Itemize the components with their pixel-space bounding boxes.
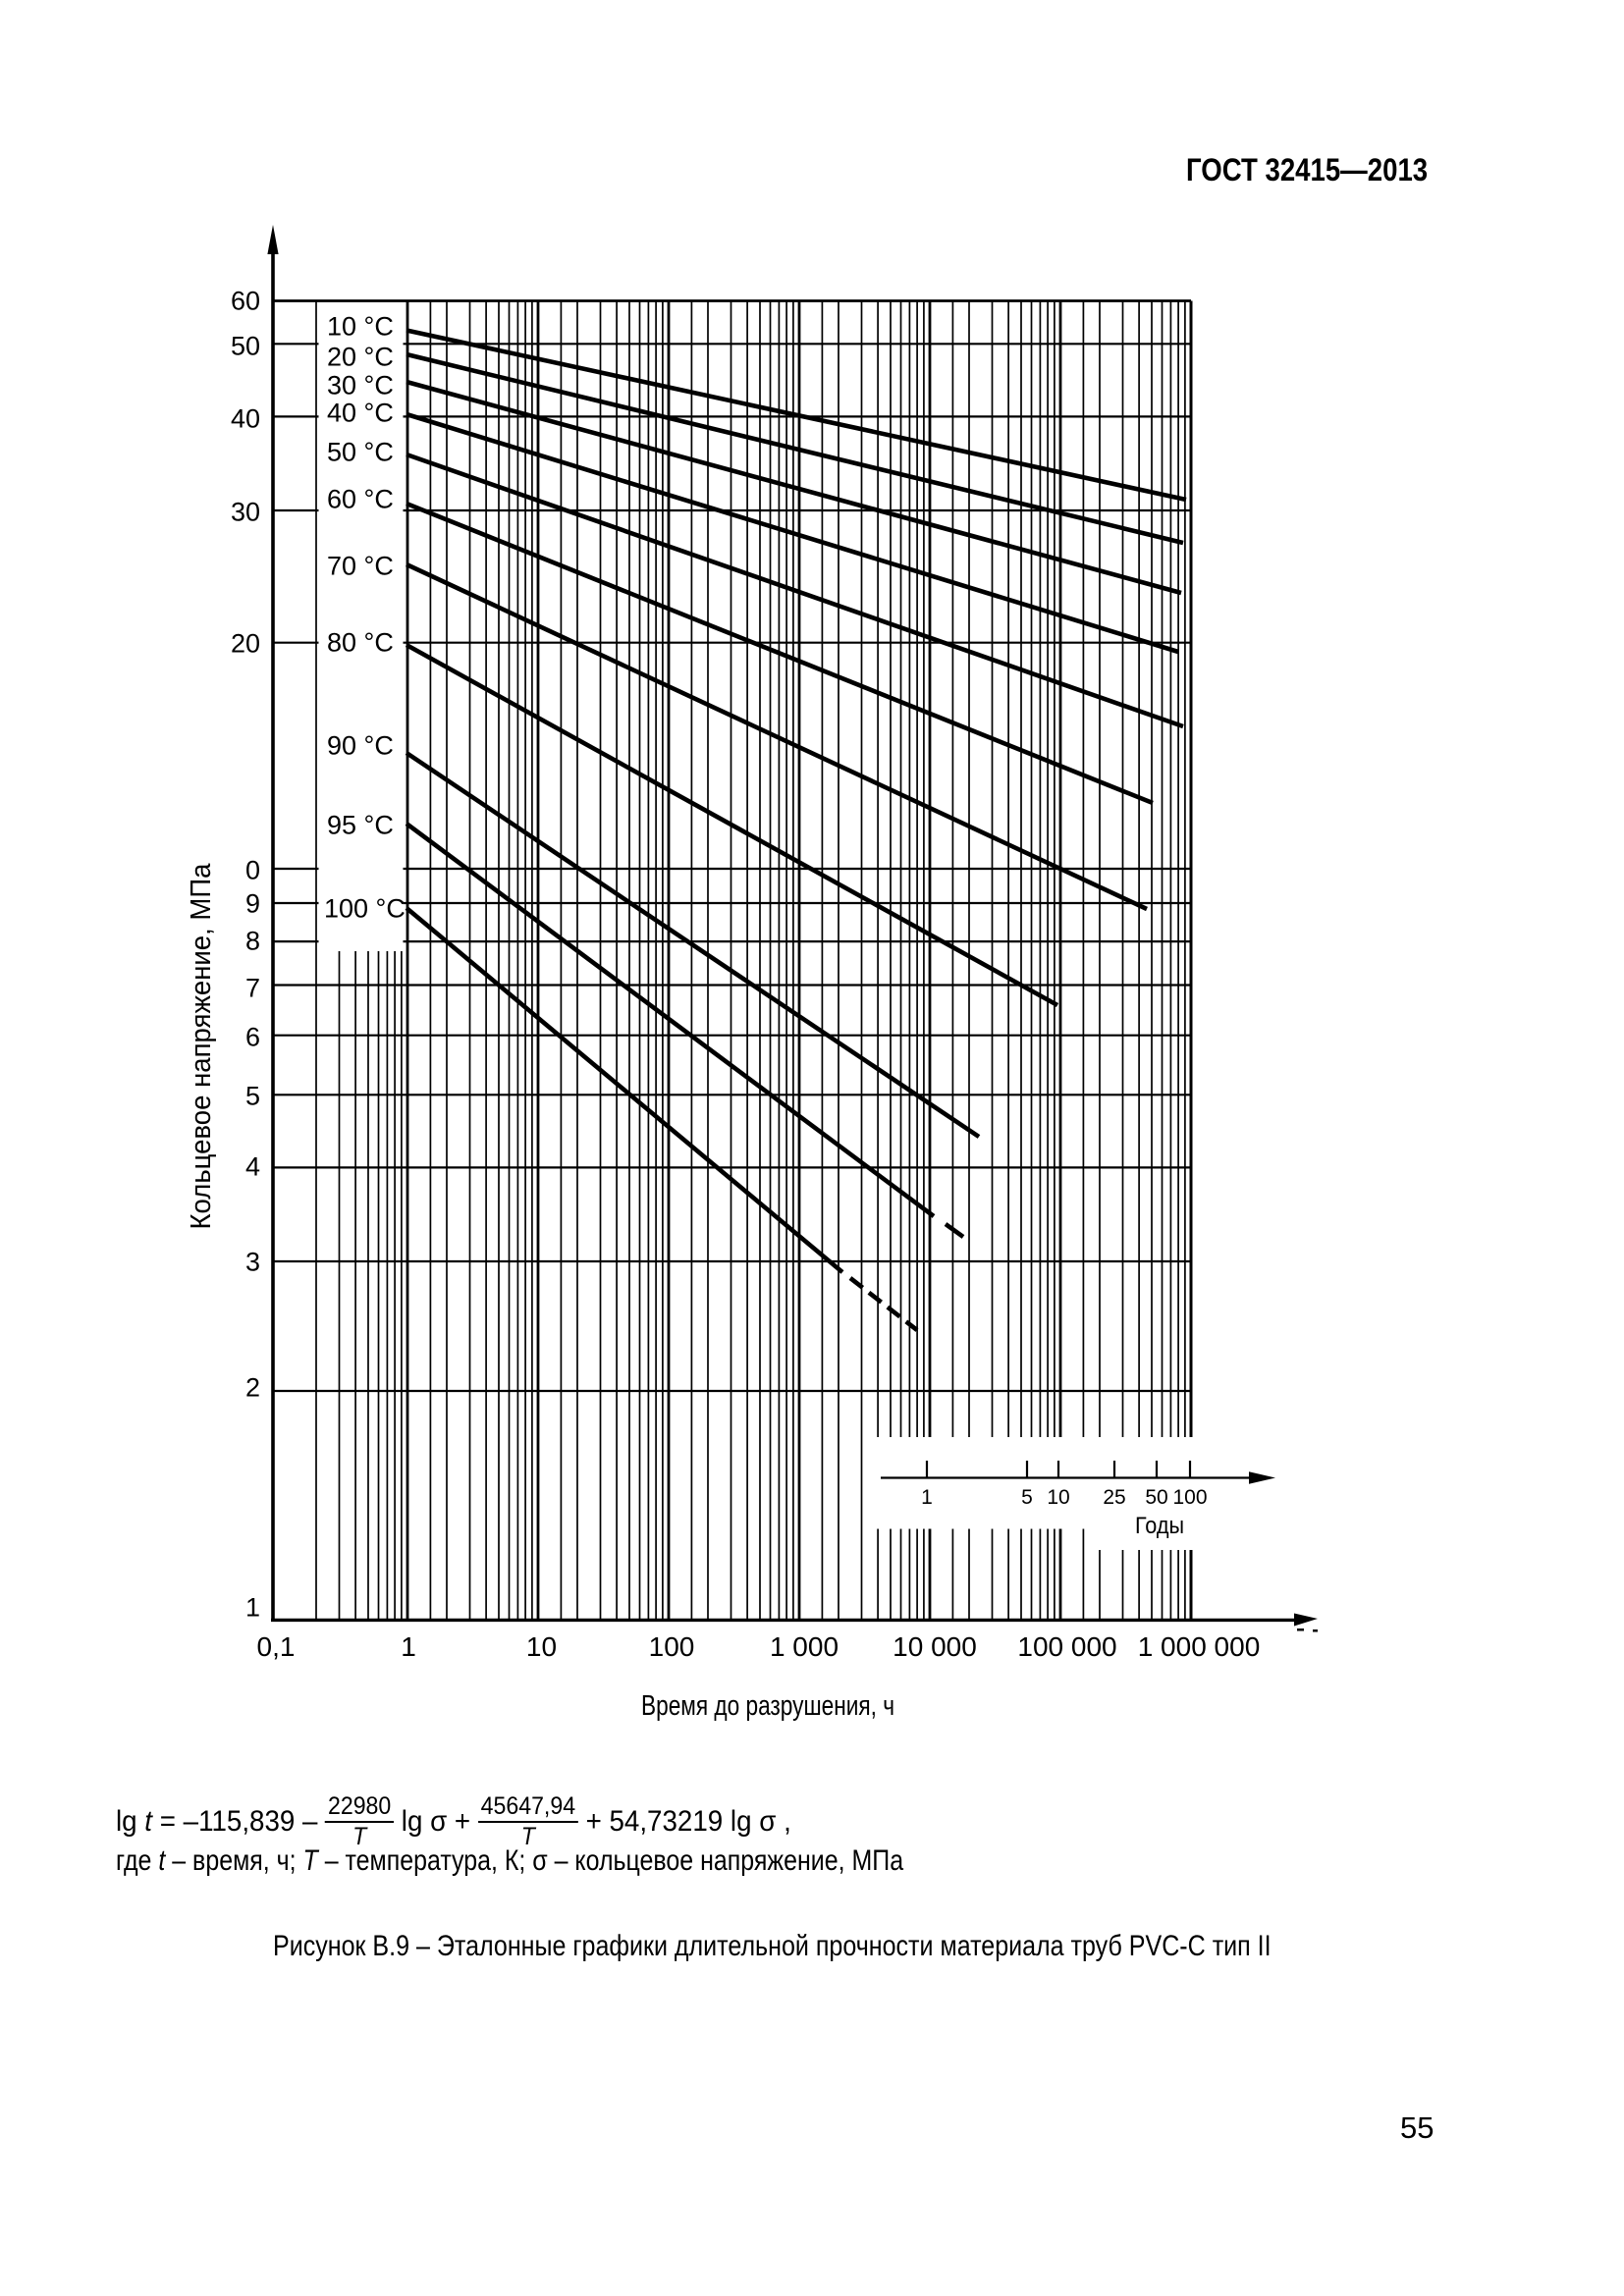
svg-text:8: 8: [245, 927, 260, 956]
svg-text:3: 3: [245, 1248, 260, 1277]
svg-text:1 000 000: 1 000 000: [1138, 1631, 1261, 1662]
svg-text:50 °C: 50 °C: [327, 438, 394, 467]
svg-text:10: 10: [526, 1631, 557, 1662]
svg-text:10: 10: [1047, 1486, 1069, 1509]
svg-text:1: 1: [401, 1631, 416, 1662]
svg-text:30 °C: 30 °C: [327, 371, 394, 400]
svg-text:100: 100: [1172, 1486, 1207, 1509]
svg-text:95 °C: 95 °C: [327, 811, 394, 840]
svg-text:50: 50: [1145, 1486, 1167, 1509]
svg-text:1: 1: [921, 1486, 933, 1509]
svg-text:2: 2: [245, 1373, 260, 1403]
svg-text:6: 6: [245, 1023, 260, 1052]
svg-text:0: 0: [245, 856, 260, 885]
svg-text:10 000: 10 000: [893, 1631, 977, 1662]
svg-text:9: 9: [245, 889, 260, 919]
svg-text:25: 25: [1103, 1486, 1125, 1509]
svg-text:5: 5: [1021, 1486, 1033, 1509]
svg-text:80 °C: 80 °C: [327, 628, 394, 658]
svg-text:Кольцевое напряжение, МПа: Кольцевое напряжение, МПа: [186, 863, 217, 1229]
svg-text:7: 7: [245, 974, 260, 1003]
svg-text:60: 60: [231, 287, 260, 316]
svg-text:90 °C: 90 °C: [327, 731, 394, 761]
svg-text:5: 5: [245, 1082, 260, 1111]
svg-text:40: 40: [231, 404, 260, 434]
svg-text:4: 4: [245, 1152, 260, 1182]
svg-text:1 000: 1 000: [770, 1631, 839, 1662]
svg-text:30: 30: [231, 498, 260, 527]
svg-text:70 °C: 70 °C: [327, 552, 394, 581]
svg-text:100 000: 100 000: [1017, 1631, 1116, 1662]
svg-text:20 °C: 20 °C: [327, 343, 394, 372]
svg-text:100: 100: [649, 1631, 695, 1662]
svg-text:Время до разрушения, ч: Время до разрушения, ч: [641, 1690, 894, 1722]
svg-text:20: 20: [231, 629, 260, 659]
svg-text:60 °C: 60 °C: [327, 485, 394, 514]
svg-text:1: 1: [245, 1593, 260, 1623]
svg-text:100 °C: 100 °C: [324, 894, 406, 924]
svg-text:40 °C: 40 °C: [327, 399, 394, 428]
svg-text:Годы: Годы: [1135, 1513, 1184, 1539]
svg-text:10 °C: 10 °C: [327, 312, 394, 342]
svg-text:50: 50: [231, 332, 260, 361]
svg-text:0,1: 0,1: [257, 1631, 296, 1662]
